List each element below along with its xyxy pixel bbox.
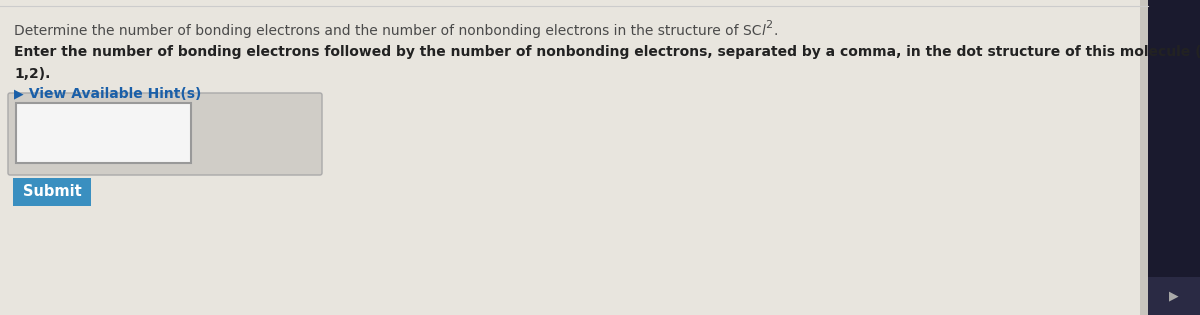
- Text: ▶: ▶: [14, 87, 24, 100]
- Text: Enter the number of bonding electrons followed by the number of nonbonding elect: Enter the number of bonding electrons fo…: [14, 45, 1200, 59]
- Text: Submit: Submit: [23, 185, 82, 199]
- FancyBboxPatch shape: [13, 178, 91, 206]
- Text: View Available Hint(s): View Available Hint(s): [24, 87, 202, 101]
- Bar: [1148, 277, 1200, 315]
- Text: 1,2).: 1,2).: [14, 67, 50, 81]
- Text: l: l: [762, 24, 766, 38]
- Text: ▶: ▶: [1169, 289, 1178, 302]
- Text: 2: 2: [766, 20, 773, 30]
- Text: Determine the number of bonding electrons and the number of nonbonding electrons: Determine the number of bonding electron…: [14, 24, 762, 38]
- FancyBboxPatch shape: [16, 103, 191, 163]
- FancyBboxPatch shape: [8, 93, 322, 175]
- Text: .: .: [773, 24, 778, 38]
- Bar: [1140, 0, 1148, 315]
- Bar: [1148, 0, 1200, 315]
